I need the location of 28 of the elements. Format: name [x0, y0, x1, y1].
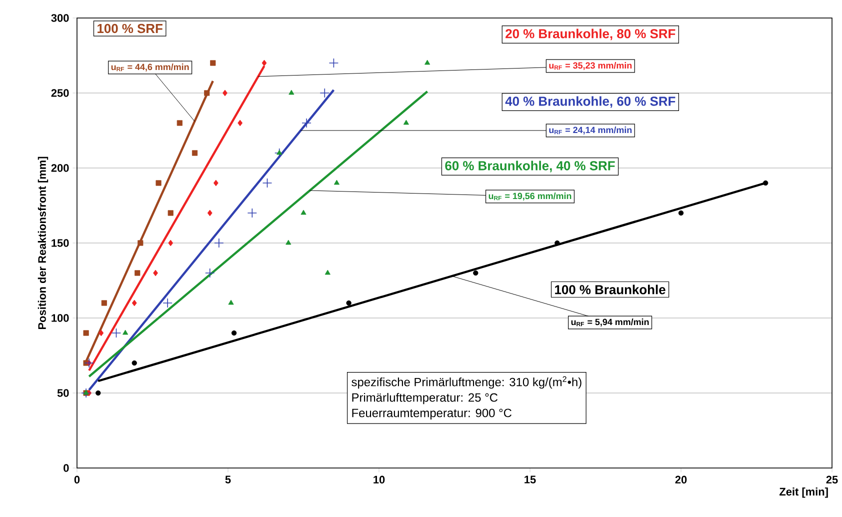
annotation: u$_{RF}$ = 19,56 mm/min	[488, 192, 572, 200]
annotation: spezifische Primärluftmenge: 310 kg/(m$^{2}$•h)	[352, 376, 582, 389]
x-tick-label: 15	[524, 476, 536, 484]
annotation: u$_{RF}$ = 5,94 mm/min	[571, 318, 649, 326]
y-tick-label: 0	[64, 464, 69, 472]
annotation: Primärlufttemperatur: 25 °C	[352, 392, 498, 404]
x-tick-label: 5	[225, 476, 231, 484]
annotation: Feuerraumtemperatur: 900 °C	[352, 408, 512, 420]
y-tick-label: 200	[51, 164, 69, 172]
y-tick-label: 300	[51, 14, 69, 22]
text: 40 % Braunkohle, 60 % SRF	[505, 96, 676, 108]
x-tick-label: 25	[826, 476, 838, 484]
x-tick-label: 20	[675, 476, 687, 484]
y-tick-label: 150	[52, 239, 69, 247]
annotation: u$_{RF}$ = 44,6 mm/min	[111, 64, 189, 72]
x-tick-label: 0	[74, 476, 80, 484]
x-axis-title: Zeit [min]	[780, 488, 828, 498]
x-tick-label: 10	[374, 476, 385, 484]
y-axis-title: Position der Reaktionsfront [mm]	[38, 156, 48, 330]
text: 100 % Braunkohle	[555, 284, 666, 294]
y-tick-label: 100	[52, 314, 69, 322]
y-tick-label: 50	[57, 389, 69, 397]
annotation: u$_{RF}$ = 35,23 mm/min	[549, 62, 632, 70]
text: 100 % SRF	[98, 24, 162, 34]
text: 20 % Braunkohle, 80 % SRF	[506, 28, 676, 40]
annotation: u$_{RF}$ = 24,14 mm/min	[549, 126, 632, 134]
y-tick-label: 250	[51, 89, 69, 97]
text: 60 % Braunkohle, 40 % SRF	[445, 160, 615, 172]
